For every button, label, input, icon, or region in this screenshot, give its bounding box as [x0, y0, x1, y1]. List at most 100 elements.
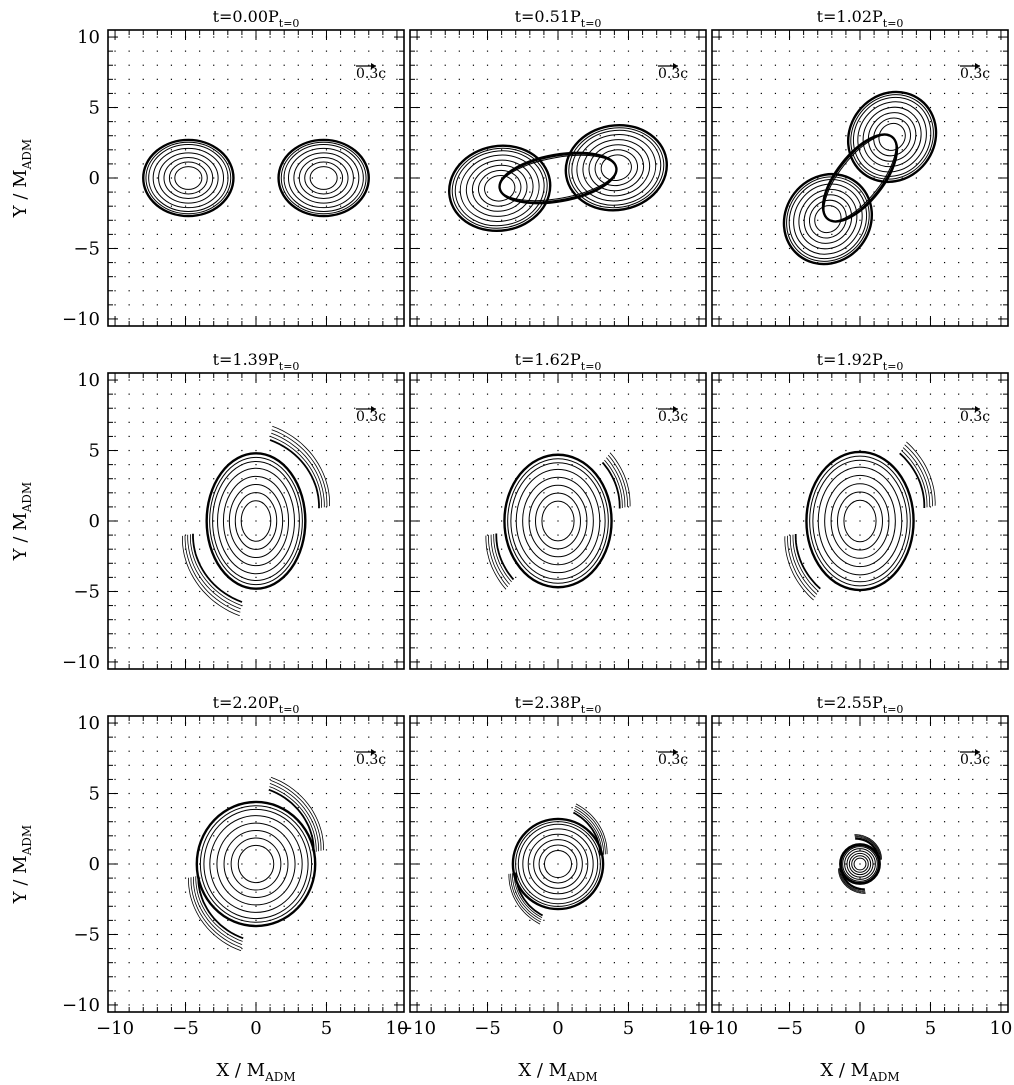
grid-dot	[184, 78, 187, 80]
grid-dot	[585, 379, 587, 381]
grid-dot	[472, 661, 475, 663]
grid-dot	[1000, 990, 1002, 992]
grid-dot	[803, 464, 805, 466]
grid-dot	[283, 661, 285, 663]
grid-dot	[599, 633, 601, 635]
grid-dot	[486, 78, 489, 80]
grid-dot	[873, 520, 875, 522]
grid-dot	[368, 905, 370, 907]
grid-dot	[746, 177, 748, 179]
grid-dot	[571, 919, 573, 921]
grid-dot	[760, 276, 762, 278]
grid-dot	[339, 92, 342, 95]
grid-dot	[354, 407, 356, 409]
grid-dot	[458, 177, 460, 179]
grid-dot	[241, 261, 243, 264]
grid-dot	[396, 464, 398, 466]
grid-dot	[213, 520, 215, 522]
grid-dot	[444, 722, 446, 724]
grid-dot	[571, 92, 573, 95]
grid-dot	[817, 576, 819, 578]
grid-dot	[382, 64, 384, 66]
grid-dot	[684, 947, 686, 950]
grid-dot	[571, 106, 573, 109]
grid-dot	[718, 163, 720, 165]
grid-dot	[515, 962, 517, 964]
spiral-arm-contour	[269, 786, 317, 852]
grid-dot	[585, 976, 587, 978]
grid-dot	[613, 962, 615, 964]
grid-dot	[929, 205, 932, 207]
grid-dot	[486, 421, 489, 423]
grid-dot	[915, 633, 917, 635]
grid-dot	[599, 548, 601, 550]
grid-dot	[915, 590, 917, 593]
y-tick-label: 10	[77, 370, 100, 391]
grid-dot	[670, 604, 672, 607]
grid-dot	[718, 849, 720, 851]
grid-dot	[831, 919, 833, 921]
grid-dot	[831, 990, 833, 992]
grid-dot	[283, 619, 285, 621]
grid-dot	[529, 722, 531, 724]
grid-dot	[170, 962, 173, 964]
grid-dot	[128, 619, 130, 621]
grid-dot	[873, 304, 875, 306]
grid-dot	[543, 604, 545, 607]
grid-dot	[831, 736, 833, 738]
grid-dot	[958, 604, 960, 607]
grid-dot	[458, 92, 460, 95]
grid-dot	[199, 647, 201, 649]
grid-dot	[670, 778, 672, 781]
grid-dot	[859, 863, 861, 865]
grid-dot	[859, 163, 861, 165]
grid-dot	[1000, 478, 1002, 480]
grid-dot	[297, 106, 299, 109]
grid-dot	[845, 106, 847, 109]
grid-dot	[142, 78, 144, 80]
grid-dot	[142, 135, 144, 137]
grid-dot	[472, 962, 475, 964]
grid-dot	[599, 78, 601, 80]
grid-dot	[915, 647, 917, 649]
grid-dot	[788, 290, 791, 292]
grid-dot	[599, 121, 601, 123]
grid-dot	[128, 750, 130, 752]
grid-dot	[128, 849, 130, 851]
grid-dot	[368, 962, 370, 964]
grid-dot	[986, 835, 988, 837]
grid-dot	[972, 478, 974, 480]
grid-dot	[255, 792, 257, 795]
grid-dot	[845, 407, 847, 409]
grid-dot	[297, 736, 299, 738]
grid-dot	[774, 807, 777, 809]
grid-dot	[958, 576, 960, 578]
grid-dot	[873, 976, 875, 978]
grid-dot	[817, 947, 819, 950]
grid-dot	[543, 318, 545, 320]
grid-dot	[213, 548, 215, 550]
grid-dot	[297, 807, 299, 809]
grid-dot	[444, 421, 446, 423]
grid-dot	[184, 219, 187, 221]
grid-dot	[213, 764, 215, 766]
density-contour	[454, 150, 545, 227]
grid-dot	[803, 722, 805, 724]
grid-dot	[817, 393, 819, 395]
grid-dot	[1000, 407, 1002, 409]
grid-dot	[613, 778, 615, 781]
grid-dot	[670, 976, 672, 978]
grid-dot	[986, 449, 988, 452]
grid-dot	[311, 750, 313, 752]
grid-dot	[1000, 276, 1002, 278]
grid-dot	[831, 92, 833, 95]
grid-dot	[817, 736, 819, 738]
grid-dot	[760, 891, 762, 893]
grid-dot	[156, 304, 158, 306]
grid-dot	[269, 276, 271, 278]
grid-dot	[585, 604, 587, 607]
grid-dot	[845, 764, 847, 766]
grid-dot	[718, 304, 720, 306]
grid-dot	[227, 821, 229, 823]
